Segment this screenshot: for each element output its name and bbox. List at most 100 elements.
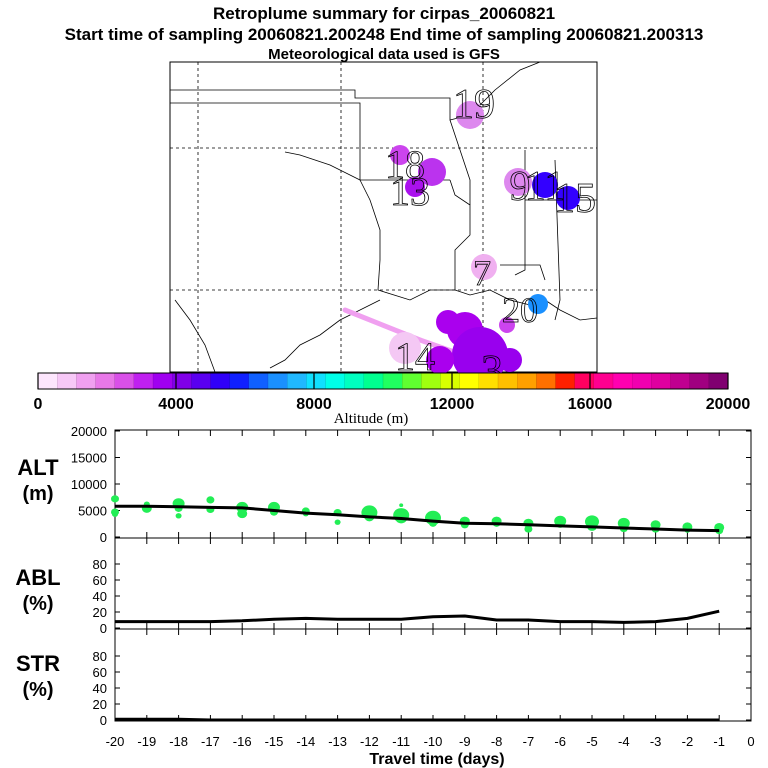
colorbar-swatch: [689, 373, 710, 389]
colorbar-swatch: [593, 373, 614, 389]
colorbar-swatch: [555, 373, 576, 389]
colorbar-tick-label: 12000: [430, 396, 475, 413]
abl-label: ABL: [15, 565, 60, 590]
x-tick-label: 0: [747, 734, 754, 749]
time-series-panels: ALT (m) ABL (%) STR (%) 0 5000 10000 15000 2…: [15, 424, 754, 768]
alt-dot: [334, 519, 341, 525]
colorbar-swatch: [268, 373, 288, 389]
colorbar-swatch: [153, 373, 173, 389]
colorbar-swatch: [383, 373, 403, 389]
colorbar-swatch: [670, 373, 691, 389]
plume-dot: [504, 168, 532, 196]
colorbar-tick-label: 8000: [296, 396, 332, 413]
colorbar-swatch: [613, 373, 633, 389]
alt-dot: [112, 511, 118, 517]
x-tick-label: -15: [265, 734, 284, 749]
day-label: 13: [390, 169, 430, 214]
alt-dot: [206, 496, 215, 504]
str-tick-label: 40: [93, 681, 107, 696]
alt-dot: [524, 525, 533, 533]
alt-tick-label: 5000: [78, 504, 107, 519]
x-tick-marks: [114, 430, 752, 721]
alt-tick-label: 20000: [71, 424, 107, 439]
colorbar-tick-label: 16000: [568, 396, 613, 413]
x-tick-label: -8: [491, 734, 503, 749]
plume-dot: [556, 186, 580, 210]
colorbar-swatch: [459, 373, 480, 389]
x-tick-label: -5: [586, 734, 598, 749]
day-label: 15: [554, 176, 596, 222]
plume-dot: [471, 254, 497, 280]
day-label: 7: [473, 253, 491, 293]
abl-tick-label: 0: [100, 621, 107, 636]
x-tick-label: -11: [392, 734, 410, 749]
x-tick-label: -13: [328, 734, 347, 749]
str-tick-label: 20: [93, 697, 107, 712]
colorbar-tick-label: 20000: [706, 396, 751, 413]
x-tick-labels: -20 -19 -18 -17 -16 -15 -14 -13 -12 -11 -10 -9 -8 -7-…: [106, 734, 755, 749]
day-label: 20: [502, 290, 538, 330]
colorbar-swatch: [248, 373, 269, 389]
day-label: 9: [510, 164, 531, 210]
colorbar-swatch: [191, 373, 211, 389]
day-label: 18: [385, 142, 425, 187]
met-data-note: Meteorological data used is GFS: [268, 46, 500, 63]
str-tick-label: 60: [93, 665, 107, 680]
str-line-path: [115, 717, 720, 722]
x-tick-label: -2: [682, 734, 694, 749]
colorbar-swatch: [287, 373, 307, 389]
abl-line-path: [115, 609, 720, 624]
colorbar-tick-label: 4000: [158, 396, 194, 413]
abl-tick-label: 80: [93, 557, 107, 572]
plume-dots: [389, 101, 580, 383]
plume-dot: [456, 101, 484, 129]
day-label: 11: [525, 164, 565, 210]
colorbar-label: Altitude (m): [334, 411, 409, 427]
colorbar-swatch: [402, 373, 422, 389]
alt-dot: [175, 513, 182, 519]
plume-dot: [418, 158, 446, 186]
colorbar-swatch: [632, 373, 652, 389]
x-tick-label: -19: [137, 734, 156, 749]
alt-unit: (m): [22, 483, 53, 505]
sampling-times: Start time of sampling 20060821.200248 E…: [64, 25, 704, 44]
x-tick-label: -4: [618, 734, 630, 749]
alt-tick-label: 15000: [71, 451, 107, 466]
plume-dot: [405, 177, 425, 197]
colorbar-swatch: [114, 373, 135, 389]
str-unit: (%): [22, 679, 53, 701]
colorbar-swatch: [440, 373, 461, 389]
colorbar-swatch: [306, 373, 326, 389]
colorbar-swatch: [651, 373, 671, 389]
str-line: [115, 717, 720, 722]
x-tick-label: -17: [201, 734, 220, 749]
plume-dot: [532, 172, 558, 198]
plume-dot: [498, 348, 522, 372]
alt-y-axis: 0 5000 10000 15000 20000: [71, 424, 751, 545]
map-frame: [169, 61, 598, 373]
colorbar-swatch: [57, 373, 77, 389]
alt-dot: [617, 517, 630, 529]
colorbar-tick-label: 0: [34, 396, 43, 413]
x-axis-label: Travel time (days): [369, 751, 504, 768]
colorbar-swatch: [210, 373, 231, 389]
plume-dot: [389, 332, 421, 364]
abl-tick-label: 40: [93, 589, 107, 604]
colorbar-swatch: [172, 373, 192, 389]
figure-title: Retroplume summary for cirpas_20060821: [212, 4, 556, 23]
x-tick-label: -16: [233, 734, 252, 749]
day-label: 19: [453, 82, 495, 128]
map-grid: [170, 62, 597, 372]
x-tick-label: -6: [554, 734, 566, 749]
str-tick-label: 0: [100, 713, 107, 728]
plume-dot: [499, 317, 515, 333]
colorbar-swatch: [574, 373, 595, 389]
x-tick-label: -14: [296, 734, 315, 749]
panels-frame: [114, 429, 752, 722]
colorbar-swatch: [363, 373, 384, 389]
colorbar-swatch: [421, 373, 441, 389]
